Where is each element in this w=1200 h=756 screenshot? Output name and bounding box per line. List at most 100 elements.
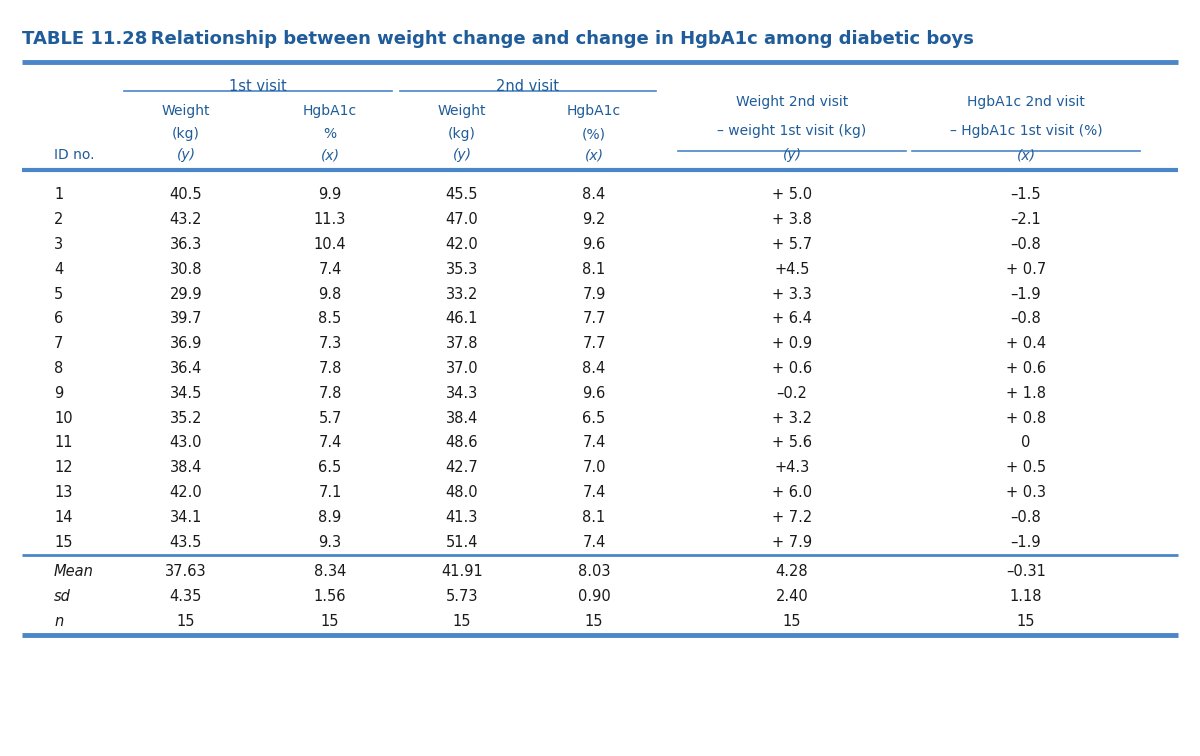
Text: + 0.3: + 0.3: [1006, 485, 1046, 500]
Text: 41.91: 41.91: [442, 564, 482, 579]
Text: –0.8: –0.8: [1010, 510, 1042, 525]
Text: 1: 1: [54, 187, 64, 203]
Text: –0.8: –0.8: [1010, 237, 1042, 252]
Text: 4: 4: [54, 262, 64, 277]
Text: 8.03: 8.03: [577, 564, 611, 579]
Text: +4.3: +4.3: [774, 460, 810, 476]
Text: + 1.8: + 1.8: [1006, 386, 1046, 401]
Text: (kg): (kg): [448, 127, 476, 141]
Text: + 6.4: + 6.4: [772, 311, 812, 327]
Text: Weight: Weight: [438, 104, 486, 119]
Text: n: n: [54, 614, 64, 628]
Text: 4.28: 4.28: [775, 564, 809, 579]
Text: 8.1: 8.1: [582, 262, 606, 277]
Text: 7.4: 7.4: [318, 435, 342, 451]
Text: 34.5: 34.5: [170, 386, 202, 401]
Text: 9.2: 9.2: [582, 212, 606, 228]
Text: + 3.8: + 3.8: [772, 212, 812, 228]
Text: HgbA1c: HgbA1c: [566, 104, 622, 119]
Text: 15: 15: [452, 614, 472, 628]
Text: 3: 3: [54, 237, 64, 252]
Text: + 0.6: + 0.6: [772, 361, 812, 376]
Text: 40.5: 40.5: [169, 187, 203, 203]
Text: (%): (%): [582, 127, 606, 141]
Text: 35.2: 35.2: [169, 411, 203, 426]
Text: 6: 6: [54, 311, 64, 327]
Text: –1.9: –1.9: [1010, 534, 1042, 550]
Text: 8.9: 8.9: [318, 510, 342, 525]
Text: – HgbA1c 1st visit (%): – HgbA1c 1st visit (%): [949, 124, 1103, 138]
Text: + 3.3: + 3.3: [772, 287, 812, 302]
Text: 8.34: 8.34: [314, 564, 346, 579]
Text: 7.7: 7.7: [582, 311, 606, 327]
Text: %: %: [324, 127, 336, 141]
Text: Weight: Weight: [162, 104, 210, 119]
Text: ID no.: ID no.: [54, 148, 95, 163]
Text: 15: 15: [176, 614, 196, 628]
Text: (y): (y): [176, 148, 196, 163]
Text: 8.4: 8.4: [582, 361, 606, 376]
Text: 6.5: 6.5: [318, 460, 342, 476]
Text: 7.8: 7.8: [318, 361, 342, 376]
Text: + 0.4: + 0.4: [1006, 336, 1046, 352]
Text: + 5.7: + 5.7: [772, 237, 812, 252]
Text: 45.5: 45.5: [445, 187, 479, 203]
Text: 0.90: 0.90: [577, 589, 611, 604]
Text: 5: 5: [54, 287, 64, 302]
Text: 7.4: 7.4: [582, 485, 606, 500]
Text: HgbA1c: HgbA1c: [302, 104, 358, 119]
Text: – weight 1st visit (kg): – weight 1st visit (kg): [718, 124, 866, 138]
Text: 8.1: 8.1: [582, 510, 606, 525]
Text: (x): (x): [584, 148, 604, 163]
Text: 11: 11: [54, 435, 72, 451]
Text: 7: 7: [54, 336, 64, 352]
Text: –2.1: –2.1: [1010, 212, 1042, 228]
Text: + 0.9: + 0.9: [772, 336, 812, 352]
Text: 7.9: 7.9: [582, 287, 606, 302]
Text: 37.8: 37.8: [445, 336, 479, 352]
Text: 35.3: 35.3: [446, 262, 478, 277]
Text: 30.8: 30.8: [169, 262, 203, 277]
Text: 2: 2: [54, 212, 64, 228]
Text: 15: 15: [584, 614, 604, 628]
Text: 46.1: 46.1: [445, 311, 479, 327]
Text: 1st visit: 1st visit: [229, 79, 287, 94]
Text: 8.4: 8.4: [582, 187, 606, 203]
Text: 43.2: 43.2: [169, 212, 203, 228]
Text: + 5.0: + 5.0: [772, 187, 812, 203]
Text: sd: sd: [54, 589, 71, 604]
Text: Mean: Mean: [54, 564, 94, 579]
Text: 34.1: 34.1: [170, 510, 202, 525]
Text: 38.4: 38.4: [446, 411, 478, 426]
Text: 29.9: 29.9: [169, 287, 203, 302]
Text: 48.6: 48.6: [445, 435, 479, 451]
Text: 10: 10: [54, 411, 73, 426]
Text: 5.7: 5.7: [318, 411, 342, 426]
Text: 2.40: 2.40: [775, 589, 809, 604]
Text: 7.4: 7.4: [318, 262, 342, 277]
Text: 14: 14: [54, 510, 72, 525]
Text: 9.3: 9.3: [318, 534, 342, 550]
Text: 51.4: 51.4: [445, 534, 479, 550]
Text: +4.5: +4.5: [774, 262, 810, 277]
Text: 15: 15: [1016, 614, 1036, 628]
Text: –0.8: –0.8: [1010, 311, 1042, 327]
Text: TABLE 11.28: TABLE 11.28: [22, 30, 146, 48]
Text: (y): (y): [452, 148, 472, 163]
Text: 42.0: 42.0: [169, 485, 203, 500]
Text: (x): (x): [320, 148, 340, 163]
Text: –1.9: –1.9: [1010, 287, 1042, 302]
Text: 7.7: 7.7: [582, 336, 606, 352]
Text: + 0.5: + 0.5: [1006, 460, 1046, 476]
Text: 2nd visit: 2nd visit: [497, 79, 559, 94]
Text: 15: 15: [782, 614, 802, 628]
Text: 36.4: 36.4: [170, 361, 202, 376]
Text: + 6.0: + 6.0: [772, 485, 812, 500]
Text: 43.0: 43.0: [169, 435, 203, 451]
Text: 1.56: 1.56: [313, 589, 347, 604]
Text: 9.8: 9.8: [318, 287, 342, 302]
Text: + 3.2: + 3.2: [772, 411, 812, 426]
Text: 9.6: 9.6: [582, 237, 606, 252]
Text: 38.4: 38.4: [170, 460, 202, 476]
Text: 34.3: 34.3: [446, 386, 478, 401]
